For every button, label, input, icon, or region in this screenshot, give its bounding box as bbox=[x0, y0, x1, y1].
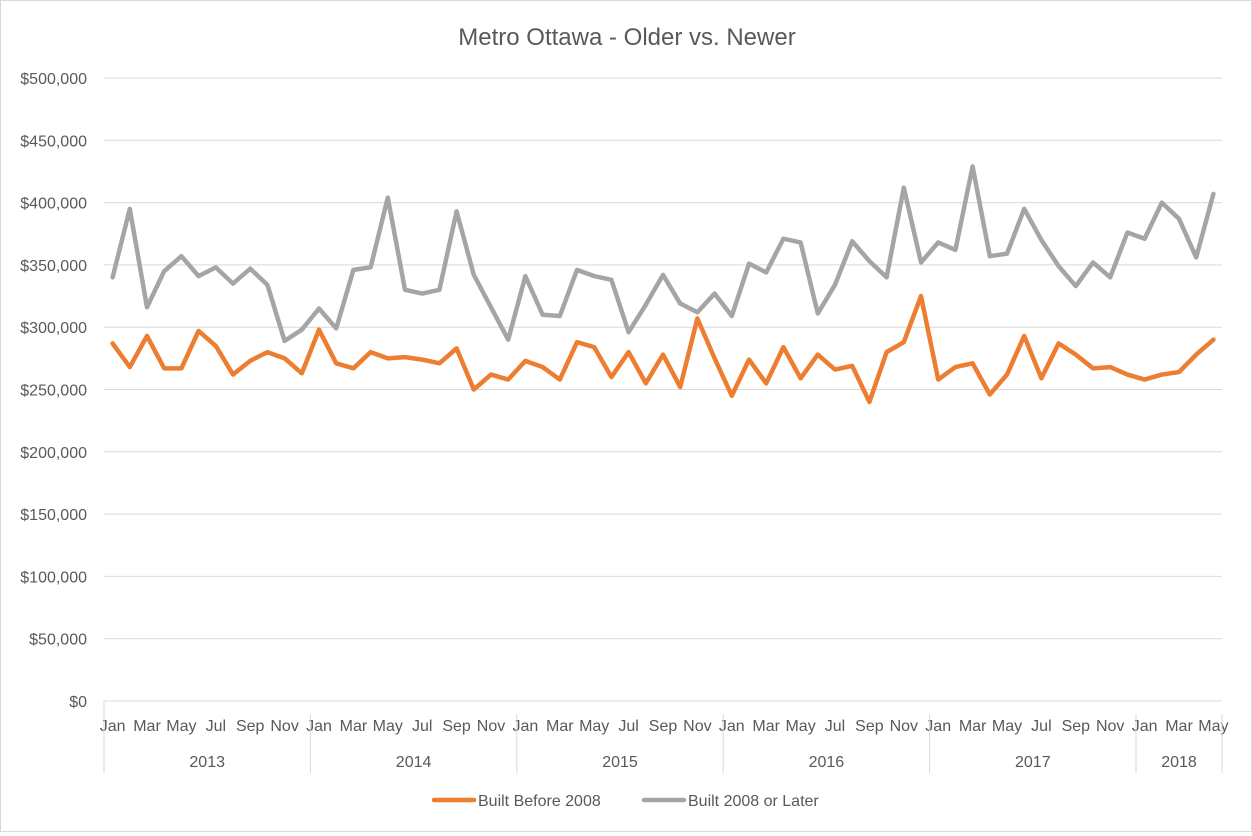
series-line-built-2008-or-later bbox=[110, 164, 1216, 344]
x-tick-label: Nov bbox=[477, 718, 505, 735]
y-tick-label: $0 bbox=[69, 694, 87, 711]
y-tick-label: $150,000 bbox=[20, 507, 87, 524]
x-tick-label: May bbox=[373, 718, 403, 735]
x-tick-label: Jan bbox=[719, 718, 745, 735]
year-label: 2015 bbox=[602, 754, 638, 771]
year-label: 2014 bbox=[396, 754, 432, 771]
x-tick-label: Jul bbox=[825, 718, 845, 735]
x-tick-label: Jan bbox=[100, 718, 126, 735]
x-tick-label: Mar bbox=[752, 718, 780, 735]
year-label: 2017 bbox=[1015, 754, 1051, 771]
year-label: 2013 bbox=[189, 754, 225, 771]
x-tick-label: Jan bbox=[1132, 718, 1158, 735]
x-tick-label: Sep bbox=[236, 718, 265, 735]
x-tick-label: Nov bbox=[270, 718, 298, 735]
x-tick-label: Sep bbox=[855, 718, 884, 735]
y-tick-label: $250,000 bbox=[20, 383, 87, 400]
series-line-built-before-2008 bbox=[110, 293, 1216, 405]
x-tick-label: Jan bbox=[513, 718, 539, 735]
y-tick-label: $450,000 bbox=[20, 133, 87, 150]
legend: Built Before 2008 Built 2008 or Later bbox=[431, 793, 819, 810]
x-tick-label: Jan bbox=[925, 718, 951, 735]
series-lines bbox=[110, 164, 1216, 405]
x-axis: Jan Mar May Jul Sep Nov Jan Mar May Jul Sep Nov Jan M… bbox=[100, 700, 1229, 773]
year-label: 2018 bbox=[1161, 754, 1197, 771]
y-tick-label: $50,000 bbox=[29, 632, 87, 649]
x-tick-label: May bbox=[1198, 718, 1228, 735]
y-tick-label: $200,000 bbox=[20, 445, 87, 462]
x-tick-label: Jul bbox=[1031, 718, 1051, 735]
x-tick-label: Sep bbox=[442, 718, 471, 735]
y-tick-label: $100,000 bbox=[20, 569, 87, 586]
x-tick-label: Nov bbox=[683, 718, 711, 735]
x-tick-label: Mar bbox=[959, 718, 987, 735]
gridlines bbox=[104, 77, 1222, 702]
x-tick-label: Mar bbox=[546, 718, 574, 735]
x-tick-label: Mar bbox=[340, 718, 368, 735]
x-tick-label: Jan bbox=[306, 718, 332, 735]
x-tick-label: Jul bbox=[412, 718, 432, 735]
x-tick-label: Sep bbox=[1062, 718, 1091, 735]
y-tick-label: $350,000 bbox=[20, 258, 87, 275]
x-tick-label: May bbox=[785, 718, 815, 735]
chart-title: Metro Ottawa - Older vs. Newer bbox=[458, 24, 795, 51]
year-label: 2016 bbox=[809, 754, 845, 771]
x-tick-label: Sep bbox=[649, 718, 678, 735]
x-tick-label: Mar bbox=[133, 718, 161, 735]
x-tick-label: May bbox=[166, 718, 196, 735]
x-tick-label: Jul bbox=[618, 718, 638, 735]
y-tick-label: $500,000 bbox=[20, 71, 87, 88]
y-axis: $0 $50,000 $100,000 $150,000 $200,000 $250,00… bbox=[20, 71, 87, 711]
legend-label: Built Before 2008 bbox=[478, 793, 601, 810]
x-tick-label: Jul bbox=[206, 718, 226, 735]
y-tick-label: $400,000 bbox=[20, 196, 87, 213]
x-tick-label: Nov bbox=[890, 718, 918, 735]
x-tick-label: May bbox=[992, 718, 1022, 735]
y-tick-label: $300,000 bbox=[20, 320, 87, 337]
x-tick-label: Mar bbox=[1165, 718, 1193, 735]
legend-label: Built 2008 or Later bbox=[688, 793, 819, 810]
x-tick-label: May bbox=[579, 718, 609, 735]
x-tick-label: Nov bbox=[1096, 718, 1124, 735]
